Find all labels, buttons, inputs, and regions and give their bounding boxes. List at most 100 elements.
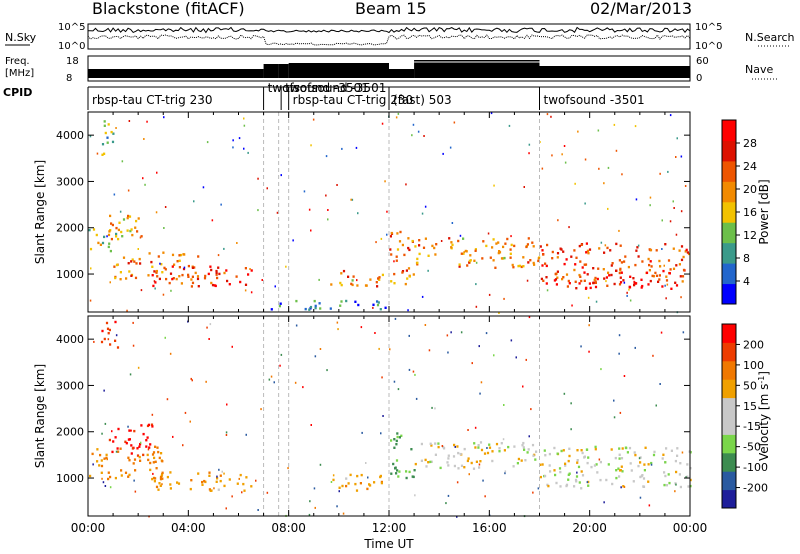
cell-p1-r2 bbox=[134, 469, 137, 472]
cell-p0-r9 bbox=[651, 274, 654, 278]
cell-p1-r5 bbox=[397, 475, 400, 478]
cell-p1-r6 bbox=[480, 448, 484, 452]
cell-p1-r0 bbox=[128, 438, 131, 441]
colorbar-swatch-p0 bbox=[722, 201, 736, 223]
cell-p0-r8 bbox=[474, 248, 477, 251]
cell-p1-r2 bbox=[161, 477, 164, 480]
noise-p1 bbox=[226, 403, 228, 406]
noise-p1 bbox=[460, 331, 463, 334]
colorbar-swatch-p1 bbox=[722, 342, 736, 362]
cell-p1-r7 bbox=[610, 448, 613, 451]
cell-p1-r7 bbox=[619, 469, 622, 472]
noise-p1 bbox=[588, 324, 590, 327]
cell-p0-r8 bbox=[457, 239, 460, 243]
cell-p1-r2 bbox=[117, 450, 120, 453]
cell-p0-r2 bbox=[181, 273, 184, 277]
cell-p0-r9 bbox=[645, 271, 649, 274]
cell-p1-r2 bbox=[119, 447, 122, 450]
noise-p1 bbox=[279, 364, 281, 367]
cell-p1-r7 bbox=[622, 485, 625, 488]
noise-p1 bbox=[480, 381, 483, 384]
noise-p1 bbox=[434, 407, 436, 410]
x-axis-label: Time UT bbox=[363, 537, 414, 551]
cell-p0-r8 bbox=[531, 241, 534, 244]
cell-p1-r2 bbox=[147, 458, 150, 462]
cell-p0-r0 bbox=[117, 228, 120, 232]
noise-p1 bbox=[280, 353, 283, 356]
noise-p0 bbox=[561, 153, 563, 156]
cell-p1-r7 bbox=[628, 446, 632, 450]
cell-p1-r7 bbox=[594, 445, 597, 449]
cell-p0-r8 bbox=[424, 237, 427, 240]
cell-p0-r8 bbox=[473, 259, 476, 262]
noise-p0 bbox=[140, 289, 143, 292]
colorbar-swatch-p0 bbox=[722, 140, 736, 162]
cell-p1-r3 bbox=[169, 487, 172, 490]
noise-p1 bbox=[648, 504, 651, 507]
cell-p0-r3 bbox=[244, 283, 248, 286]
cell-p1-r1 bbox=[116, 346, 120, 349]
noise-p0 bbox=[623, 281, 626, 284]
noise-p1 bbox=[447, 351, 449, 354]
noise-p0 bbox=[421, 295, 424, 298]
noise-p1 bbox=[223, 472, 225, 475]
cell-p1-r2 bbox=[149, 461, 152, 465]
noise-p1 bbox=[619, 411, 622, 414]
noise-p0 bbox=[615, 149, 618, 152]
xtick-label-6: 00:00 bbox=[673, 521, 708, 535]
cell-p1-r3 bbox=[243, 489, 246, 492]
cell-p0-r1 bbox=[140, 235, 143, 238]
noise-p1 bbox=[326, 369, 328, 372]
noise-p1 bbox=[493, 354, 495, 357]
cell-p0-r1 bbox=[134, 226, 137, 229]
noise-p0 bbox=[170, 289, 172, 292]
noise-p0 bbox=[109, 281, 111, 284]
power-ylabel: Slant Range [km] bbox=[33, 160, 47, 264]
noise-p0 bbox=[310, 229, 312, 232]
noise-p0 bbox=[327, 209, 329, 211]
cell-p0-r2 bbox=[161, 271, 164, 274]
noise-p1 bbox=[484, 495, 486, 498]
cell-p1-r7 bbox=[676, 454, 679, 457]
colorbar-tick-label-p1: -50 bbox=[743, 441, 761, 454]
cell-p1-r7 bbox=[643, 463, 646, 466]
noise-p0 bbox=[541, 167, 544, 170]
cell-p1-r2 bbox=[154, 445, 157, 448]
cell-p1-r7 bbox=[544, 454, 547, 457]
cell-p0-r9 bbox=[672, 267, 676, 270]
cell-p1-r3 bbox=[189, 487, 192, 491]
cell-p0-r5 bbox=[369, 278, 372, 281]
cell-p0-r9 bbox=[539, 245, 542, 248]
cell-p1-r7 bbox=[650, 461, 653, 465]
cell-p0-r5 bbox=[351, 283, 354, 287]
noise-p0 bbox=[220, 203, 222, 206]
cell-p0-r9 bbox=[607, 271, 610, 274]
cell-p1-r4 bbox=[356, 474, 359, 478]
cell-p0-r3 bbox=[213, 284, 216, 287]
cell-p0-r10 bbox=[628, 286, 632, 289]
cell-p0-r7 bbox=[393, 272, 396, 276]
noise-p1 bbox=[445, 502, 447, 505]
cell-p0-r10 bbox=[578, 282, 581, 285]
cell-p0-r3 bbox=[210, 281, 213, 285]
noise-p0 bbox=[106, 235, 108, 238]
cell-p1-r2 bbox=[128, 459, 131, 462]
cell-p0-r9 bbox=[555, 283, 558, 286]
cell-p0-r5 bbox=[347, 275, 350, 278]
velocity-axes: 1000 2000 3000 4000 bbox=[56, 316, 691, 516]
noise-p0 bbox=[659, 172, 661, 175]
velocity-colorbar: 200 100 50 15 -15 -50 -100 -200 bbox=[721, 323, 768, 509]
cell-p1-r6 bbox=[427, 461, 430, 464]
cell-p1-r7 bbox=[556, 452, 559, 455]
cell-p0-r6 bbox=[319, 307, 322, 310]
noise-p0 bbox=[451, 222, 454, 224]
cell-p1-r6 bbox=[453, 443, 456, 447]
noise-p1 bbox=[314, 355, 317, 358]
cell-p0-r8 bbox=[509, 248, 512, 251]
cell-p0-r9 bbox=[684, 250, 687, 253]
cell-p1-r4 bbox=[360, 473, 363, 477]
cell-p1-r0 bbox=[139, 443, 142, 446]
cell-p0-r9 bbox=[615, 242, 618, 246]
noise-p1 bbox=[620, 486, 622, 489]
noise-p1 bbox=[107, 338, 110, 341]
